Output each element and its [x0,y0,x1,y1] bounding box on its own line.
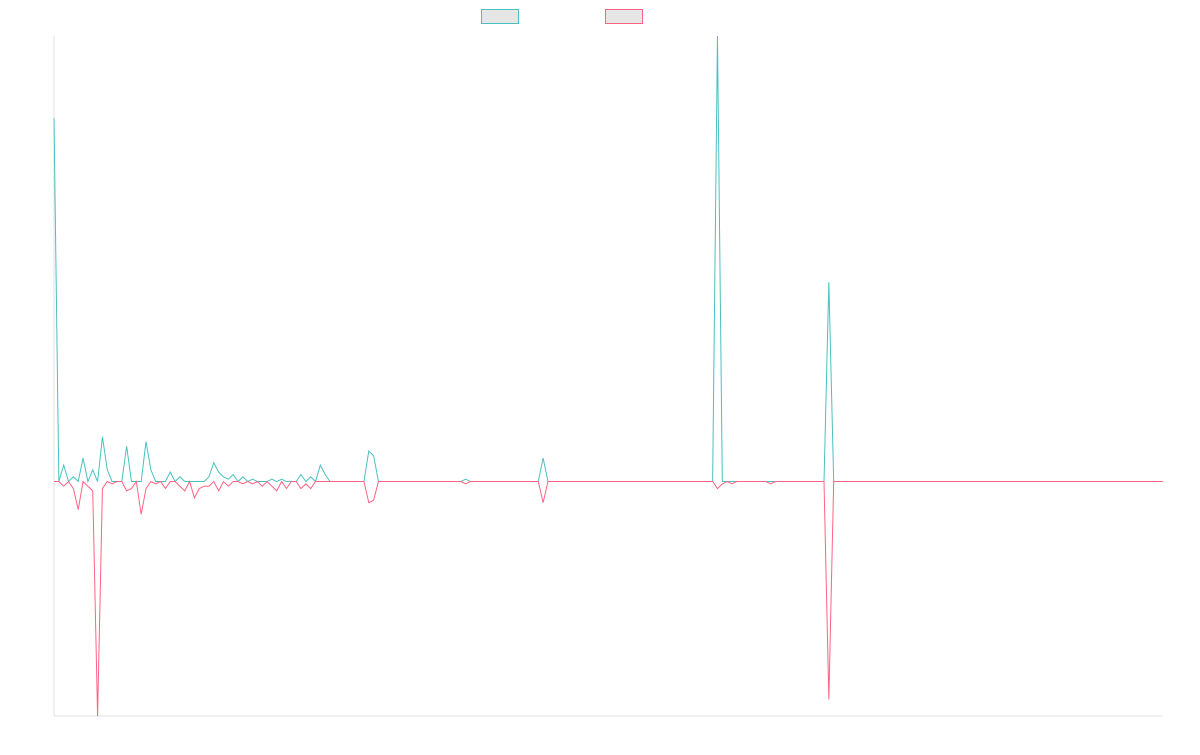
legend-item-series-2[interactable] [605,9,643,24]
legend-swatch-series-2 [605,9,643,24]
legend-swatch-series-1 [481,9,519,24]
legend [0,9,1200,27]
series-line-2 [54,480,1163,717]
legend-item-series-1[interactable] [481,9,519,24]
series-line-1 [53,35,1163,484]
